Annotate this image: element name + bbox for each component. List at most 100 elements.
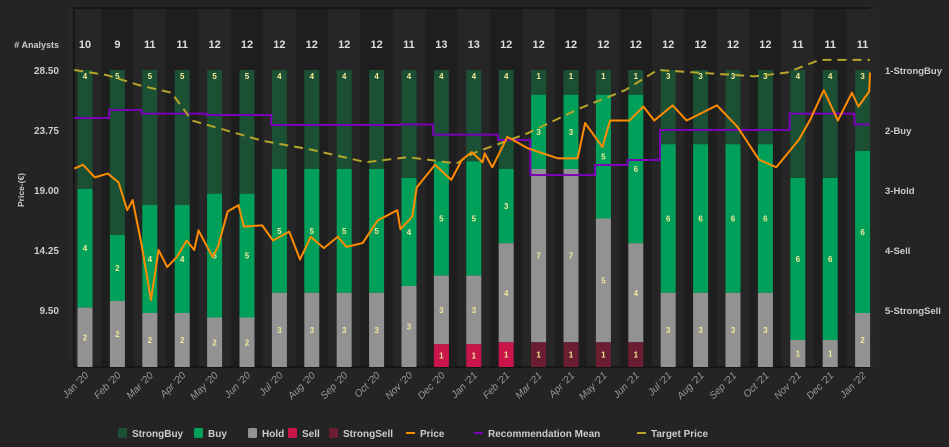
- bar-value-label: 7: [569, 252, 574, 261]
- bar-strongbuy: [563, 70, 579, 95]
- bar-value-label: 5: [374, 227, 379, 236]
- bar-value-label: 4: [180, 255, 185, 264]
- rating-tick-label: 5-StrongSell: [885, 306, 941, 317]
- bar-buy: [595, 94, 611, 219]
- analyst-count: 12: [338, 39, 350, 51]
- bar-sell: [466, 344, 482, 367]
- analyst-count: 12: [565, 39, 577, 51]
- analyst-count: 12: [694, 39, 706, 51]
- target-price-line: [74, 58, 870, 165]
- bar-hold: [498, 243, 514, 343]
- bar-hold: [239, 317, 255, 367]
- bar-strongbuy: [77, 70, 93, 189]
- bar-value-label: 2: [212, 338, 217, 347]
- bar-value-label: 6: [731, 215, 736, 224]
- bar-hold: [304, 292, 320, 367]
- bar-value-label: 3: [860, 72, 865, 81]
- bar-buy: [77, 188, 93, 308]
- bar-value-label: 4: [828, 72, 833, 81]
- analyst-count: 12: [241, 39, 253, 51]
- legend-item-hold[interactable]: Hold: [248, 428, 284, 440]
- rating-tick-label: 2-Buy: [885, 126, 912, 137]
- bar-hold: [757, 292, 773, 367]
- rating-tick-label: 1-StrongBuy: [885, 66, 943, 77]
- legend-swatch: [248, 428, 257, 438]
- bar-value-label: 6: [796, 255, 801, 264]
- bar-strongsell: [595, 342, 611, 367]
- bar-strongbuy: [693, 70, 709, 145]
- rating-tick-label: 4-Sell: [885, 246, 910, 257]
- bar-value-label: 1: [569, 72, 574, 81]
- legend-item-recommendation-mean[interactable]: Recommendation Mean: [474, 429, 600, 440]
- bar-buy: [790, 178, 806, 340]
- bar-value-label: 6: [763, 215, 768, 224]
- legend-label: Target Price: [651, 429, 708, 440]
- bar-value-label: 6: [860, 228, 865, 237]
- bar-value-label: 5: [277, 227, 282, 236]
- bar-value-label: 3: [504, 202, 509, 211]
- analyst-count: 12: [306, 39, 318, 51]
- bar-value-label: 6: [634, 165, 639, 174]
- bar-strongbuy: [531, 70, 547, 95]
- bar-hold: [855, 313, 871, 367]
- bar-strongbuy: [271, 70, 287, 169]
- y-tick-label: 23.75: [34, 126, 59, 137]
- bar-value-label: 3: [698, 72, 703, 81]
- bar-strongbuy: [239, 70, 255, 194]
- y-tick-label: 9.50: [40, 306, 60, 317]
- bar-value-label: 2: [115, 264, 120, 273]
- bar-value-label: 1: [601, 351, 606, 360]
- bar-value-label: 1: [634, 351, 639, 360]
- legend-item-strongbuy[interactable]: StrongBuy: [118, 428, 184, 440]
- legend-item-buy[interactable]: Buy: [194, 428, 227, 440]
- analysts-label: # Analysts: [14, 40, 59, 50]
- bar-value-label: 1: [796, 350, 801, 359]
- bar-value-label: 2: [860, 336, 865, 345]
- bar-hold: [433, 275, 449, 345]
- analyst-count: 12: [630, 39, 642, 51]
- bar-value-label: 1: [536, 351, 541, 360]
- bar-buy: [725, 144, 741, 293]
- bar-buy: [822, 178, 838, 340]
- analyst-count: 13: [435, 39, 447, 51]
- legend-swatch: [288, 428, 297, 438]
- analyst-count: 11: [824, 39, 836, 51]
- bar-value-label: 2: [115, 330, 120, 339]
- legend-label: StrongSell: [343, 429, 393, 440]
- bar-strongsell: [628, 342, 644, 367]
- bar-buy: [433, 161, 449, 276]
- price-line: [73, 72, 871, 301]
- legend-line-swatch: [474, 432, 483, 434]
- bar-value-label: 4: [310, 72, 315, 81]
- analyst-count: 12: [532, 39, 544, 51]
- legend-item-sell[interactable]: Sell: [288, 428, 320, 440]
- bar-value-label: 4: [407, 72, 412, 81]
- bar-value-label: 1: [569, 351, 574, 360]
- legend-item-price[interactable]: Price: [406, 429, 445, 440]
- bar-buy: [304, 169, 320, 293]
- bar-value-label: 4: [439, 72, 444, 81]
- bar-value-label: 1: [472, 352, 477, 361]
- legend-swatch: [194, 428, 203, 438]
- bar-value-label: 1: [634, 72, 639, 81]
- bar-value-label: 6: [828, 255, 833, 264]
- bar-buy: [271, 169, 287, 293]
- legend-item-strongsell[interactable]: StrongSell: [329, 428, 393, 440]
- legend-item-target-price[interactable]: Target Price: [637, 429, 708, 440]
- bar-value-label: 3: [374, 326, 379, 335]
- bar-value-label: 3: [666, 326, 671, 335]
- bar-value-label: 2: [83, 333, 88, 342]
- bar-value-label: 1: [828, 350, 833, 359]
- bar-hold: [174, 313, 190, 367]
- bar-value-label: 6: [666, 215, 671, 224]
- y-tick-label: 28.50: [34, 66, 59, 77]
- bar-value-label: 5: [245, 72, 250, 81]
- bar-hold: [790, 340, 806, 367]
- bar-value-label: 5: [601, 153, 606, 162]
- bar-hold: [336, 292, 352, 367]
- bar-value-label: 5: [148, 72, 153, 81]
- bar-value-label: 4: [634, 289, 639, 298]
- analyst-count: 12: [208, 39, 220, 51]
- analyst-count: 12: [273, 39, 285, 51]
